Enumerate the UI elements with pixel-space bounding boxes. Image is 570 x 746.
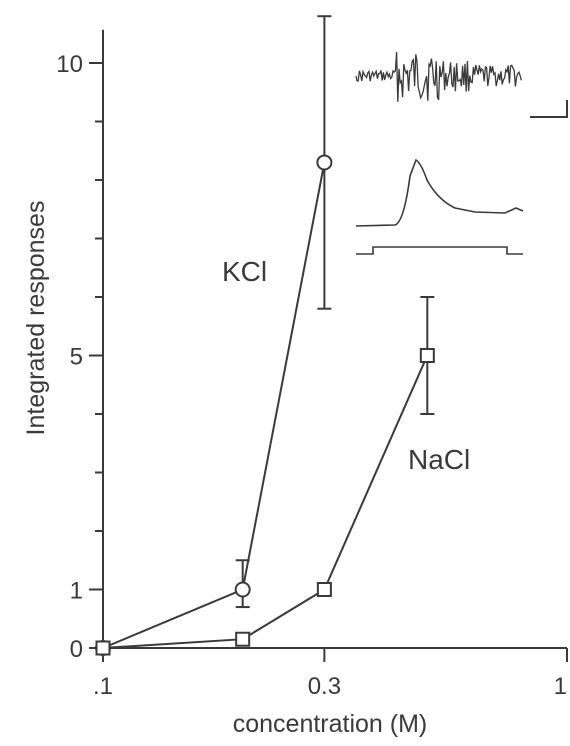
y-tick-label: 0 (70, 636, 83, 663)
kcl-point (234, 581, 251, 598)
inset-integrated-trace (355, 158, 524, 227)
inset-stimulus-marker (356, 246, 523, 255)
y-axis-label: Integrated responses (22, 201, 50, 436)
inset-raw-trace (355, 52, 523, 102)
series-layer: KCl NaCl (95, 15, 470, 656)
x-tick-label: .1 (93, 673, 113, 700)
x-tick-label: 1 (554, 673, 567, 700)
inset-traces (355, 52, 568, 255)
kcl-line (102, 162, 326, 649)
axes: 0 1 5 10 .1 0.3 1 (56, 29, 568, 700)
y-tick-label: 10 (56, 51, 83, 78)
y-tick-label: 1 (70, 578, 83, 605)
nacl-series-label: NaCl (408, 444, 470, 475)
nacl-point (235, 631, 251, 647)
x-axis-label: concentration (M) (233, 710, 428, 738)
kcl-point (316, 154, 333, 171)
nacl-point (95, 640, 111, 656)
nacl-line (102, 355, 429, 649)
y-tick-label: 5 (70, 344, 83, 371)
inset-scale-bar (530, 100, 568, 118)
nacl-point (419, 348, 435, 363)
x-tick-label: 0.3 (308, 673, 341, 700)
nacl-point (316, 582, 332, 597)
kcl-series-label: KCl (222, 256, 267, 287)
